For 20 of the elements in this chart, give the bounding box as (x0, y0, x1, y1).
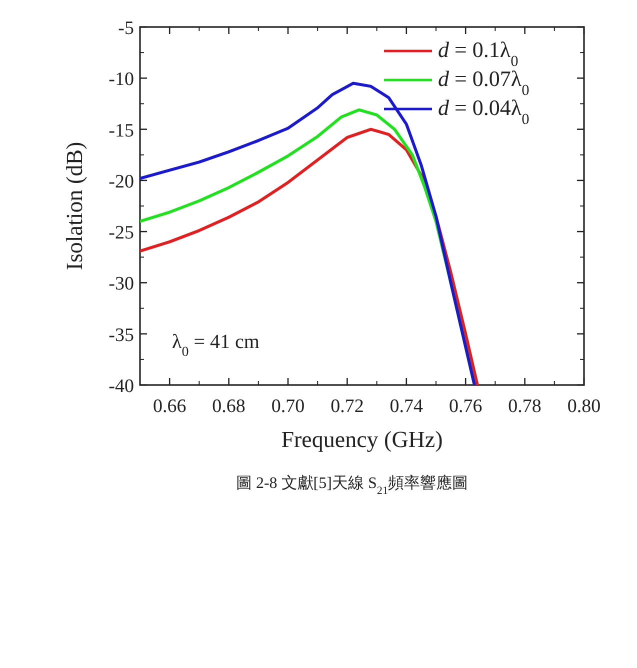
y-tick-label: -40 (108, 376, 134, 397)
y-tick-label: -30 (108, 274, 134, 295)
y-tick-label: -35 (108, 324, 134, 346)
x-tick-label: 0.80 (567, 396, 601, 417)
y-tick-label: -25 (108, 222, 134, 244)
x-tick-label: 0.78 (508, 396, 542, 417)
x-tick-label: 0.76 (448, 396, 482, 417)
x-tick-label: 0.72 (330, 396, 364, 417)
x-tick-label: 0.68 (212, 396, 246, 417)
annotation: λ$_{0}$ = 41 cm (172, 331, 260, 360)
x-tick-label: 0.74 (390, 396, 424, 417)
y-tick-label: -20 (108, 171, 134, 192)
y-axis-title: Isolation (dB) (62, 142, 87, 270)
x-axis-title: Frequency (GHz) (281, 427, 443, 452)
y-tick-label: -15 (108, 120, 134, 142)
x-tick-label: 0.70 (271, 396, 305, 417)
y-tick-label: -5 (118, 18, 134, 39)
x-tick-label: 0.66 (152, 396, 186, 417)
caption: 圖 2-8 文獻[5]天線 S$_{21}$頻率響應圖 (236, 474, 468, 497)
y-tick-label: -10 (108, 69, 134, 90)
